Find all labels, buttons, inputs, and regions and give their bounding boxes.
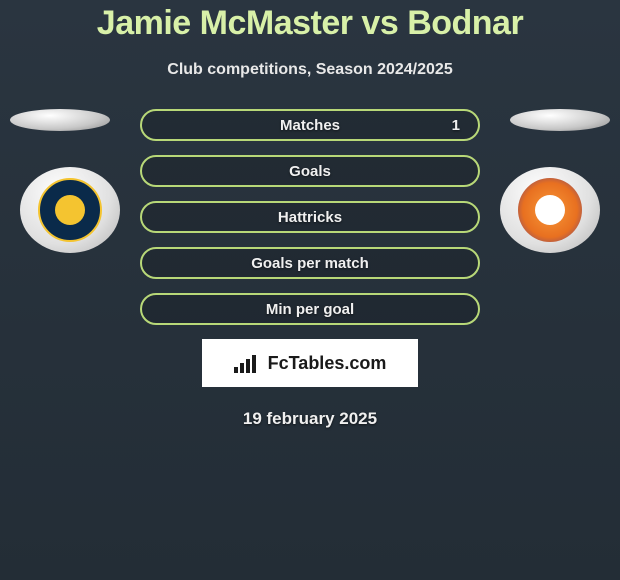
stat-row: Min per goal xyxy=(140,293,480,325)
mariners-badge-icon xyxy=(38,178,102,242)
stat-label: Goals per match xyxy=(251,255,369,272)
avatar-placeholder-icon xyxy=(510,109,610,131)
stat-label: Min per goal xyxy=(266,301,354,318)
stat-label: Matches xyxy=(280,117,340,134)
fctables-logo-text: FcTables.com xyxy=(268,353,387,374)
avatar-placeholder-icon xyxy=(10,109,110,131)
stat-label: Hattricks xyxy=(278,209,342,226)
fctables-logo[interactable]: FcTables.com xyxy=(202,339,418,387)
stat-row: Hattricks xyxy=(140,201,480,233)
stat-label: Goals xyxy=(289,163,331,180)
comparison-date: 19 february 2025 xyxy=(0,409,620,429)
stat-value-right: 1 xyxy=(452,117,460,134)
stats-list: Matches 1 Goals Hattricks Goals per matc… xyxy=(140,109,480,325)
season-subtitle: Club competitions, Season 2024/2025 xyxy=(0,61,620,79)
stat-row: Matches 1 xyxy=(140,109,480,141)
badge-ball-icon xyxy=(535,195,565,225)
club-badge-left xyxy=(20,167,120,253)
bar-chart-icon xyxy=(234,353,260,373)
comparison-title: Jamie McMaster vs Bodnar xyxy=(0,0,620,43)
player-right-avatar xyxy=(510,109,610,131)
badge-dot-icon xyxy=(55,195,85,225)
glory-badge-icon xyxy=(518,178,582,242)
player-left-avatar xyxy=(10,109,110,131)
stat-row: Goals xyxy=(140,155,480,187)
comparison-container: Matches 1 Goals Hattricks Goals per matc… xyxy=(0,109,620,429)
stat-row: Goals per match xyxy=(140,247,480,279)
club-badge-right xyxy=(500,167,600,253)
